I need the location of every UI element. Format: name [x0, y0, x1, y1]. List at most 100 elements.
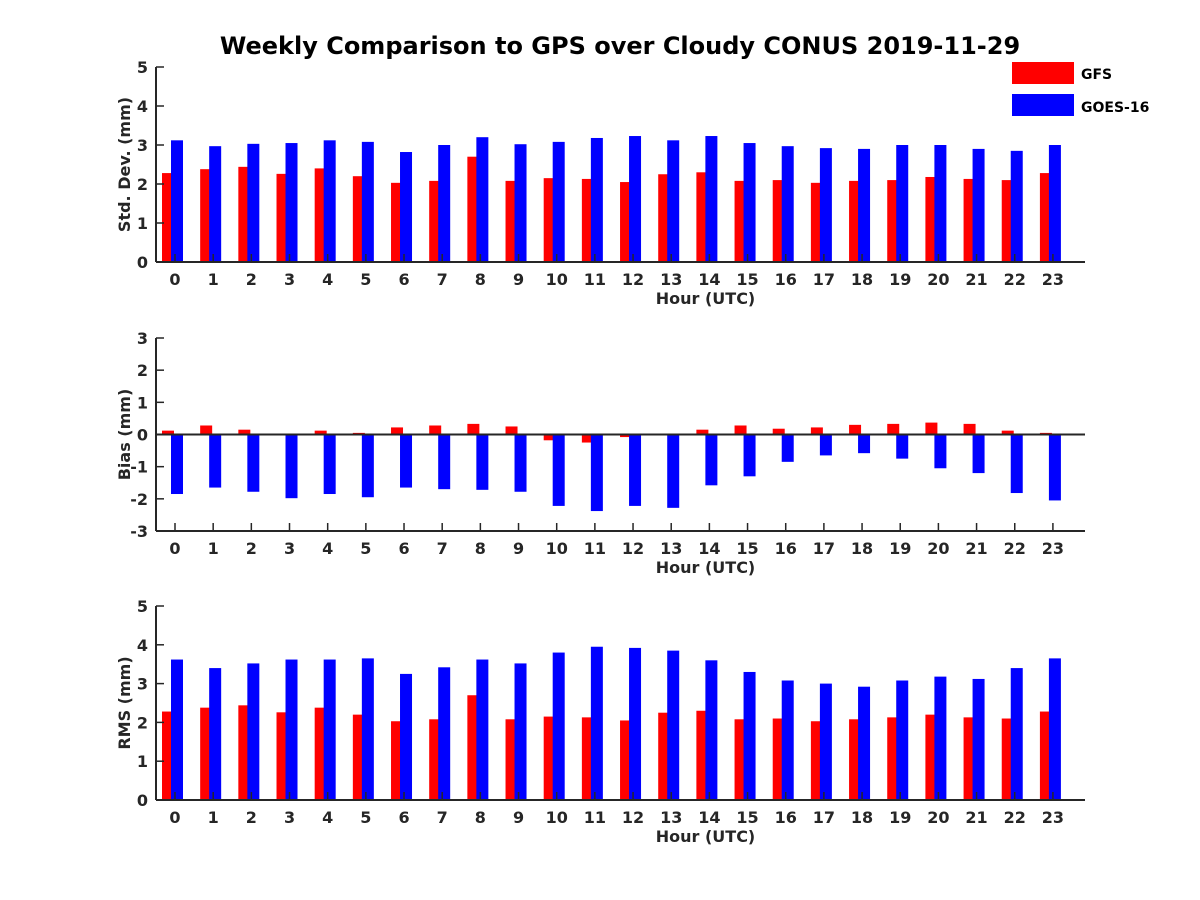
rms-bar-goes16-hour-2	[247, 663, 260, 800]
std-dev-bar-goes16-hour-18	[858, 148, 871, 262]
rms-x-tick-label: 11	[584, 808, 606, 827]
bias-bar-goes16-hour-11	[590, 434, 603, 512]
std-dev-x-tick-label: 23	[1042, 270, 1064, 289]
bias-y-tick-label: -3	[130, 522, 148, 541]
rms-x-tick-label: 10	[546, 808, 568, 827]
std-dev-bar-goes16-hour-9	[514, 144, 527, 262]
bias-bar-goes16-hour-0	[171, 434, 183, 495]
bias-x-tick-label: 17	[813, 539, 835, 558]
bias-bar-goes16-hour-3	[285, 434, 298, 499]
std-dev-x-tick-label: 10	[546, 270, 568, 289]
rms-bar-goes16-hour-0	[171, 659, 183, 800]
bias-y-tick-label: 3	[137, 329, 148, 348]
bias-x-tick-label: 4	[322, 539, 333, 558]
rms-bar-goes16-hour-15	[743, 671, 756, 800]
std-dev-y-tick-label: 0	[137, 253, 148, 272]
bias-x-tick-label: 14	[698, 539, 720, 558]
bias-bar-gfs-hour-1	[200, 425, 213, 435]
bias-x-tick-label: 9	[513, 539, 524, 558]
rms-bar-goes16-hour-5	[361, 658, 374, 800]
std-dev-bar-goes16-hour-14	[705, 136, 718, 262]
bias-bar-gfs-hour-22	[1001, 430, 1014, 435]
rms-bar-goes16-hour-21	[972, 678, 985, 800]
bias-bar-gfs-hour-21	[963, 423, 976, 435]
rms-bar-goes16-hour-17	[819, 683, 832, 800]
bias-bar-gfs-hour-18	[849, 424, 862, 435]
bias-bar-goes16-hour-1	[209, 434, 222, 488]
std-dev-x-tick-label: 8	[475, 270, 486, 289]
rms-x-tick-label: 23	[1042, 808, 1064, 827]
rms-y-tick-label: 1	[137, 752, 148, 771]
std-dev-x-tick-label: 3	[284, 270, 295, 289]
std-dev-x-tick-label: 17	[813, 270, 835, 289]
bias-bar-goes16-hour-22	[1010, 434, 1023, 494]
std-dev-x-tick-label: 6	[398, 270, 409, 289]
std-dev-bar-goes16-hour-16	[781, 146, 794, 262]
std-dev-y-tick-label: 2	[137, 175, 148, 194]
rms-bar-goes16-hour-1	[209, 668, 222, 800]
bias-bar-gfs-hour-6	[391, 427, 404, 435]
std-dev-bar-goes16-hour-8	[476, 137, 489, 262]
std-dev-x-tick-label: 4	[322, 270, 333, 289]
rms-bar-goes16-hour-23	[1048, 658, 1061, 800]
bias-x-tick-label: 19	[889, 539, 911, 558]
bias-bar-gfs-hour-9	[505, 426, 518, 435]
bias-bar-goes16-hour-15	[743, 434, 756, 477]
std-dev-bar-goes16-hour-15	[743, 143, 756, 262]
rms-bar-goes16-hour-22	[1010, 668, 1023, 800]
bias-bar-gfs-hour-10	[543, 434, 556, 441]
std-dev-bar-goes16-hour-17	[819, 148, 832, 262]
std-dev-x-tick-label: 13	[660, 270, 682, 289]
bias-bar-gfs-hour-11	[581, 434, 594, 443]
std-dev-x-axis-label: Hour (UTC)	[656, 289, 756, 308]
bias-x-tick-label: 12	[622, 539, 644, 558]
rms-bar-goes16-hour-20	[934, 676, 947, 800]
std-dev-bar-goes16-hour-13	[667, 140, 680, 262]
bias-bar-gfs-hour-7	[429, 425, 442, 435]
bias-bar-goes16-hour-19	[896, 434, 909, 459]
bias-bar-goes16-hour-14	[705, 434, 718, 486]
bias-bar-gfs-hour-4	[314, 430, 327, 435]
rms-x-tick-label: 17	[813, 808, 835, 827]
std-dev-bar-goes16-hour-5	[361, 141, 374, 262]
bias-bar-goes16-hour-20	[934, 434, 947, 469]
std-dev-bar-goes16-hour-20	[934, 145, 947, 262]
bias-bar-goes16-hour-23	[1048, 434, 1061, 501]
rms-x-tick-label: 22	[1004, 808, 1026, 827]
rms-x-tick-label: 21	[965, 808, 987, 827]
rms-bar-goes16-hour-13	[667, 650, 680, 800]
bias-x-tick-label: 13	[660, 539, 682, 558]
bias-x-tick-label: 8	[475, 539, 486, 558]
bias-x-tick-label: 1	[208, 539, 219, 558]
bias-y-tick-label: 1	[137, 393, 148, 412]
rms-bar-goes16-hour-19	[896, 680, 909, 800]
std-dev-bar-goes16-hour-0	[171, 140, 183, 262]
bias-x-tick-label: 20	[927, 539, 949, 558]
std-dev-x-tick-label: 22	[1004, 270, 1026, 289]
bias-x-tick-label: 21	[965, 539, 987, 558]
rms-x-tick-label: 3	[284, 808, 295, 827]
bias-x-tick-label: 0	[169, 539, 180, 558]
rms-x-tick-label: 13	[660, 808, 682, 827]
bias-x-tick-label: 5	[360, 539, 371, 558]
bias-bar-gfs-hour-15	[734, 425, 747, 435]
bias-bar-goes16-hour-21	[972, 434, 985, 474]
std-dev-x-tick-label: 12	[622, 270, 644, 289]
std-dev-bar-goes16-hour-12	[629, 136, 642, 262]
bias-bar-goes16-hour-16	[781, 434, 794, 462]
bias-x-tick-label: 6	[398, 539, 409, 558]
std-dev-x-tick-label: 0	[169, 270, 180, 289]
rms-x-tick-label: 5	[360, 808, 371, 827]
rms-x-axis-label: Hour (UTC)	[656, 827, 756, 846]
rms-x-tick-label: 1	[208, 808, 219, 827]
bias-bar-goes16-hour-12	[629, 434, 642, 506]
std-dev-bar-goes16-hour-10	[552, 141, 565, 262]
rms-x-tick-label: 0	[169, 808, 180, 827]
bias-bar-gfs-hour-17	[810, 427, 823, 435]
bias-bar-gfs-hour-8	[467, 423, 480, 435]
bias-bar-gfs-hour-20	[925, 422, 938, 435]
bias-bar-goes16-hour-5	[361, 434, 374, 498]
bias-x-axis-label: Hour (UTC)	[656, 558, 756, 577]
